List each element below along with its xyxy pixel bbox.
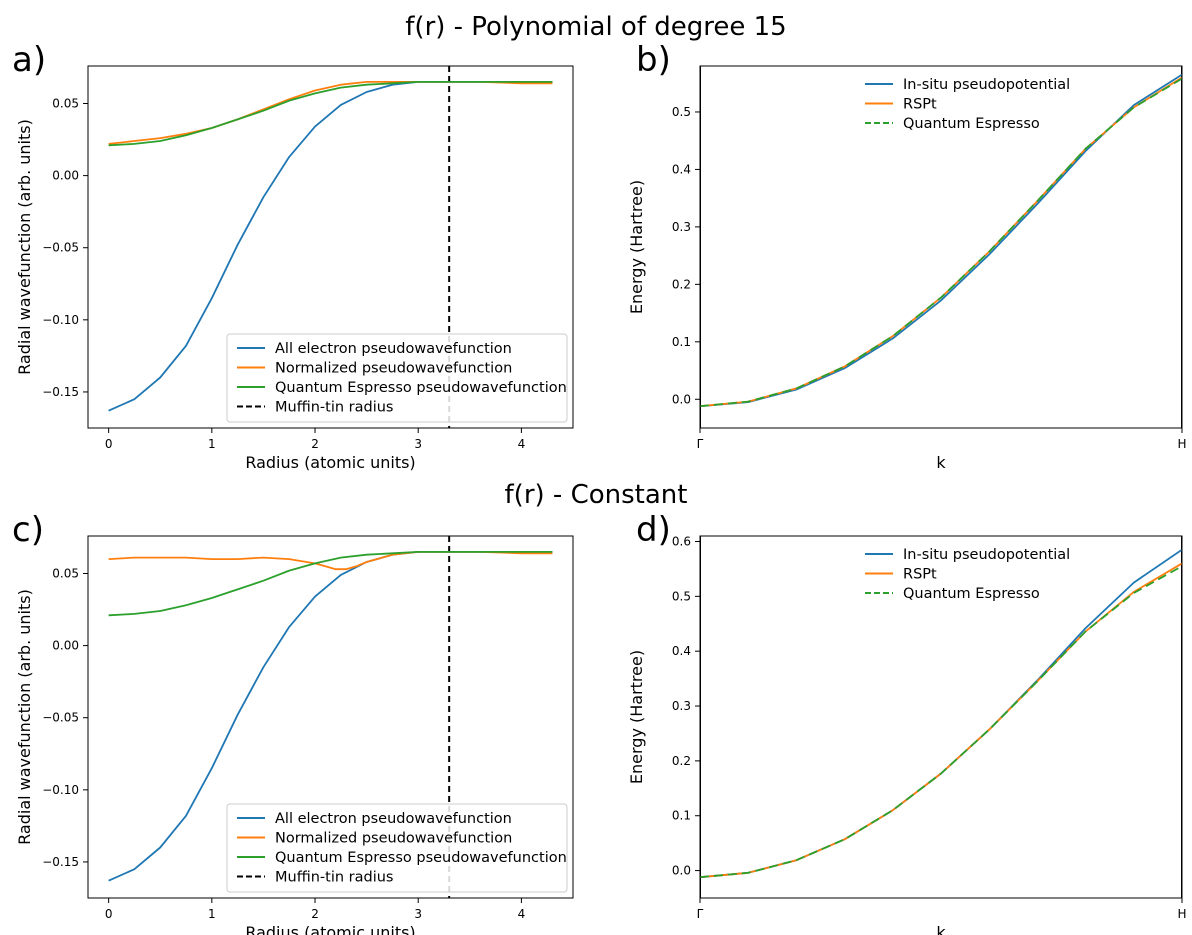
x-tick-label: 4 [518,907,526,921]
chart-1: 0 1 2 3 4 −0.15 −0.10 −0.05 0.00 0.05 Radius (atom… [15,65,574,472]
axes-frame [87,535,574,899]
y-axis-label: Energy (Hartree) [627,650,646,784]
panel-label-d: d) [636,510,671,550]
legend: All electron pseudowavefunction Normalize… [226,803,568,893]
axes-frame [87,65,574,429]
y-tick-label: 0.1 [672,335,691,349]
y-tick-label: 0.05 [52,96,79,110]
chart-2: Γ H 0.0 0.1 0.2 0.3 0.4 0.5 k Energy (Hartree) In-… [627,65,1187,472]
y-tick-label: 0.0 [672,392,691,406]
row-title-constant: f(r) - Constant [504,480,688,510]
row-title-polynomial: f(r) - Polynomial of degree 15 [405,12,787,42]
legend-label: Normalized pseudowavefunction [275,361,512,377]
legend-label: Muffin-tin radius [275,400,393,416]
y-tick-label: 0.3 [672,220,691,234]
x-tick-label: 1 [208,907,216,921]
legend-label: All electron pseudowavefunction [275,341,512,357]
y-tick-label: 0.3 [672,699,691,713]
y-tick-label: −0.05 [42,711,79,725]
y-tick-label: 0.0 [672,864,691,878]
y-tick-label: 0.4 [672,162,691,176]
legend-label: Normalized pseudowavefunction [275,831,512,847]
y-tick-label: 0.2 [672,277,691,291]
chart-4: Γ H 0.0 0.1 0.2 0.3 0.4 0.5 0.6 k Energy (Hartree)… [627,534,1187,935]
legend-label: Quantum Espresso pseudowavefunction [275,380,567,396]
series-line [108,81,553,147]
panel-label-b: b) [636,40,671,80]
x-axis-label: Radius (atomic units) [245,453,415,472]
chart-3: 0 1 2 3 4 −0.15 −0.10 −0.05 0.00 0.05 Radius (atom… [15,535,574,935]
legend: All electron pseudowavefunction Normalize… [226,333,568,423]
axes-frame [699,65,1183,429]
y-tick-label: 0.5 [672,105,691,119]
series-line [700,562,1182,879]
x-tick-label: H [1177,907,1186,921]
x-tick-label: Γ [697,907,704,921]
x-tick-label: H [1177,437,1186,451]
legend: In-situ pseudopotential RSPt Quantum Espre… [865,77,1070,132]
y-tick-label: −0.10 [42,313,79,327]
plot-area [700,536,1182,898]
y-axis-label: Energy (Hartree) [627,180,646,314]
legend-label: RSPt [903,97,937,113]
y-tick-label: −0.15 [42,855,79,869]
y-tick-label: −0.05 [42,241,79,255]
y-tick-label: 0.4 [672,644,691,658]
legend-label: Quantum Espresso [903,586,1040,602]
x-tick-label: Γ [697,437,704,451]
legend-frame [226,803,568,893]
x-tick-label: 3 [414,907,422,921]
y-axis-label: Radial wavefunction (arb. units) [15,589,34,845]
panel-label-c: c) [12,510,44,550]
plot-area [700,66,1182,428]
y-tick-label: 0.00 [52,639,79,653]
legend-label: Quantum Espresso pseudowavefunction [275,850,567,866]
y-tick-label: 0.6 [672,534,691,548]
legend-label: RSPt [903,567,937,583]
y-tick-label: 0.5 [672,589,691,603]
y-tick-label: 0.2 [672,754,691,768]
panel-label-a: a) [12,40,47,80]
x-axis-label: Radius (atomic units) [245,923,415,935]
y-axis-label: Radial wavefunction (arb. units) [15,119,34,375]
y-tick-label: 0.1 [672,809,691,823]
series-line [700,565,1182,879]
x-tick-label: 2 [311,907,319,921]
series-line [108,551,553,617]
y-tick-label: 0.05 [52,566,79,580]
x-axis-label: k [936,453,946,472]
legend-label: In-situ pseudopotential [903,77,1070,93]
x-axis-label: k [936,923,946,935]
legend-label: All electron pseudowavefunction [275,811,512,827]
x-tick-label: 3 [414,437,422,451]
y-tick-label: −0.10 [42,783,79,797]
legend-label: Muffin-tin radius [275,870,393,886]
x-tick-label: 4 [518,437,526,451]
x-tick-label: 1 [208,437,216,451]
x-tick-label: 0 [105,437,113,451]
legend-frame [226,333,568,423]
legend: In-situ pseudopotential RSPt Quantum Espre… [865,547,1070,602]
x-tick-label: 2 [311,437,319,451]
y-tick-label: 0.00 [52,169,79,183]
x-tick-label: 0 [105,907,113,921]
legend-label: Quantum Espresso [903,116,1040,132]
series-line [700,77,1182,408]
legend-label: In-situ pseudopotential [903,547,1070,563]
axes-frame [699,535,1183,899]
y-tick-label: −0.15 [42,385,79,399]
